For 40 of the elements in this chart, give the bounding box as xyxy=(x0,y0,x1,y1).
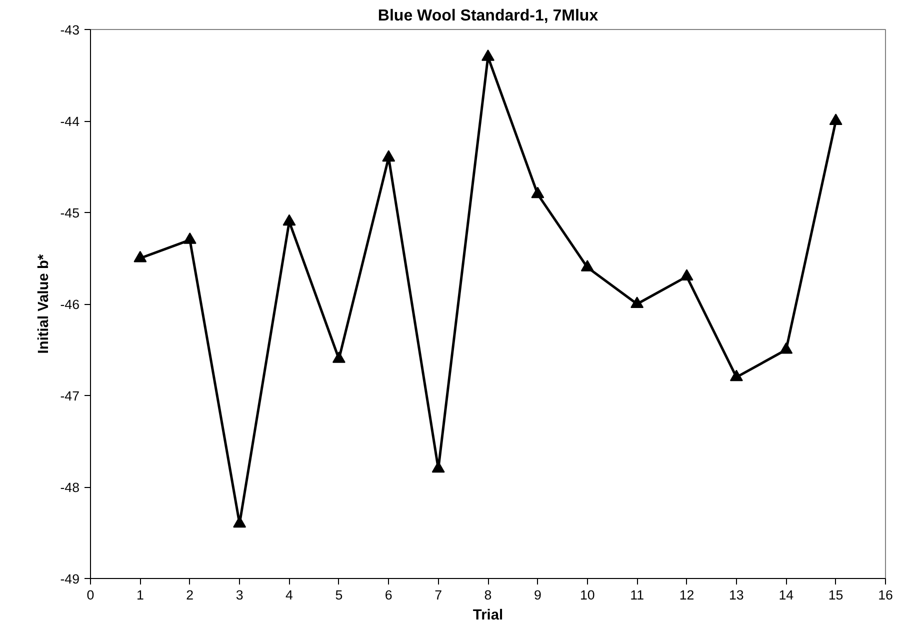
point xyxy=(580,260,594,272)
x-tick-label: 6 xyxy=(384,588,392,602)
point xyxy=(780,342,793,354)
y-tick-label: -49 xyxy=(60,572,80,586)
y-tick-label: -48 xyxy=(60,480,80,495)
x-tick-label: 12 xyxy=(679,588,694,602)
point xyxy=(134,250,147,262)
point xyxy=(630,296,644,308)
x-tick-label: 1 xyxy=(136,588,144,602)
chart-title: Blue Wool Standard-1, 7Mlux xyxy=(378,8,598,24)
point xyxy=(730,370,743,382)
x-tick-label: 10 xyxy=(580,588,595,602)
x-tick-label: 15 xyxy=(828,588,844,602)
x-tick-label: 11 xyxy=(630,588,644,602)
point xyxy=(531,186,544,198)
point xyxy=(829,114,842,125)
x-tick-label: 8 xyxy=(484,588,492,602)
x-axis-title: Trial xyxy=(472,608,504,624)
x-tick-label: 2 xyxy=(186,588,194,602)
x-tick-label: 16 xyxy=(878,588,893,602)
point xyxy=(282,214,296,226)
y-tick-label: -45 xyxy=(60,206,80,220)
y-tick-label: -44 xyxy=(60,114,80,129)
x-tick-label: 7 xyxy=(434,588,442,602)
point xyxy=(183,232,196,244)
y-tick-label: -46 xyxy=(60,297,80,312)
x-tick-label: 0 xyxy=(86,588,94,602)
y-tick-label: -47 xyxy=(60,388,80,404)
y-axis-title: Initial Value b* xyxy=(36,254,52,354)
point xyxy=(680,269,694,281)
x-tick-label: 3 xyxy=(236,588,244,602)
point xyxy=(482,50,494,61)
x-tick-label: 4 xyxy=(286,588,294,602)
y-tick-label: -43 xyxy=(60,22,80,38)
x-tick-label: 5 xyxy=(335,588,343,602)
x-tick-label: 14 xyxy=(778,588,794,602)
point xyxy=(332,351,346,363)
x-tick-label: 13 xyxy=(729,588,744,602)
x-tick-label: 9 xyxy=(534,588,542,602)
point xyxy=(382,150,396,162)
